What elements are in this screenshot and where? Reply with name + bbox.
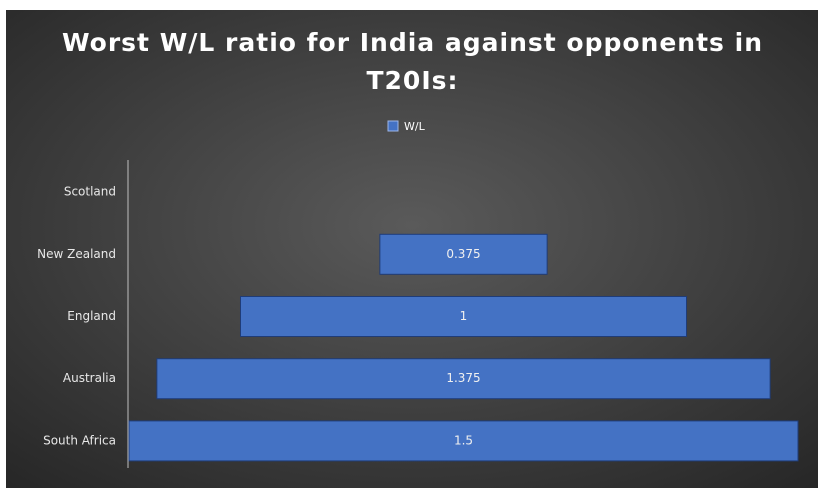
category-label: New Zealand — [37, 247, 116, 261]
legend-swatch — [387, 120, 399, 132]
title-box: Worst W/L ratio for India against oppone… — [61, 28, 764, 95]
chart-title: Worst W/L ratio for India against oppone… — [61, 28, 764, 95]
bar — [240, 296, 687, 337]
data-label: 1.375 — [446, 371, 480, 385]
category-label: England — [67, 309, 116, 323]
bar — [379, 233, 548, 275]
data-label: 1 — [460, 309, 468, 323]
category-label: Australia — [63, 371, 116, 385]
category-label: Scotland — [64, 185, 116, 199]
category-label: South Africa — [43, 433, 116, 447]
bar — [128, 420, 799, 462]
data-label: 0.375 — [446, 247, 480, 261]
bar — [156, 358, 771, 400]
legend-label: W/L — [404, 120, 426, 133]
data-label: 1.5 — [454, 433, 473, 447]
